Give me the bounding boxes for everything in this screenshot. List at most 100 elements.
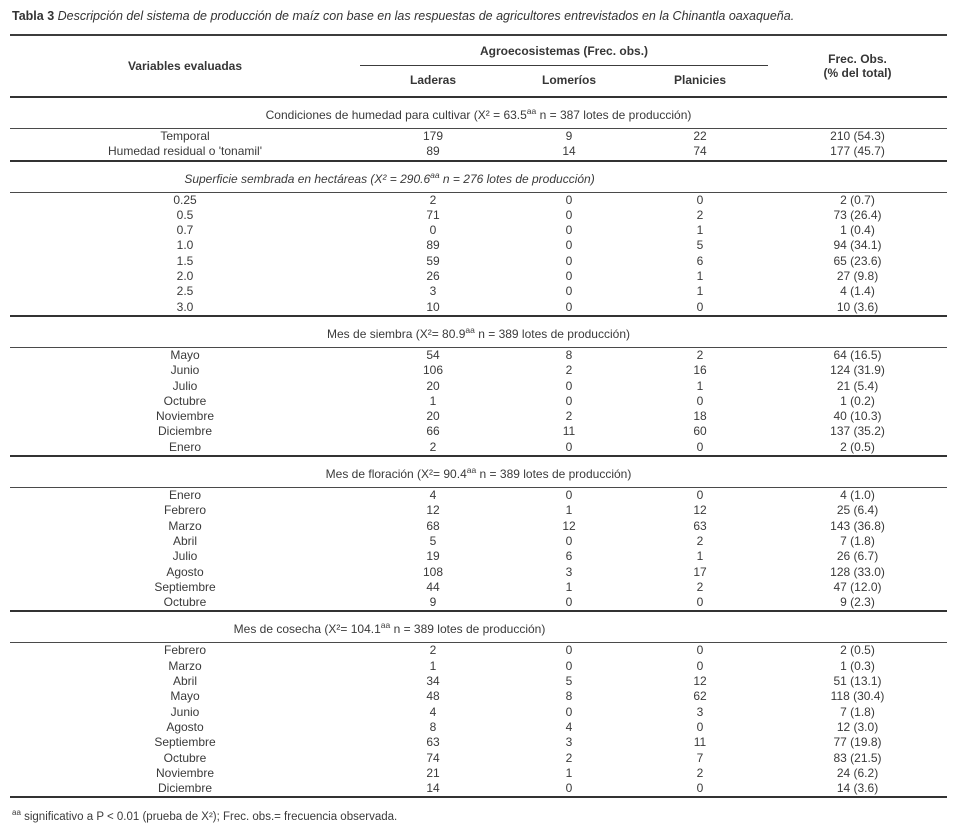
section-title-tail: n = 389 lotes de producción)	[474, 326, 630, 341]
cell-total: 77 (19.8)	[833, 735, 882, 750]
cell-variable: Julio	[172, 549, 198, 564]
section-title-tail: n = 387 lotes de producción)	[536, 108, 692, 122]
cell-planicies: 12	[693, 674, 707, 689]
table-header: Variables evaluadas Agroecosistemas (Fre…	[10, 35, 948, 98]
cell-variable: Mayo	[170, 347, 200, 362]
table-row: Mayo 48 8 62 118 (30.4)	[10, 689, 947, 704]
cell-variable: Diciembre	[10, 781, 360, 799]
cell-variable: Junio	[170, 704, 200, 719]
table-row: Temporal 179 9 22 210 (54.3)	[10, 129, 947, 145]
cell-laderas: 44	[426, 579, 440, 594]
cell-total: 14 (3.6)	[768, 781, 948, 799]
cell-laderas: 4	[429, 704, 437, 719]
footnote-text: significativo a P < 0.01 (prueba de X²);…	[20, 811, 398, 824]
cell-lomerios: 12	[562, 518, 576, 533]
cell-lomerios: 2	[565, 750, 573, 765]
caption-label: Tabla 3	[12, 9, 55, 23]
cell-planicies: 2	[696, 765, 704, 780]
cell-total: 7 (1.8)	[840, 704, 875, 719]
cell-total: 47 (12.0)	[833, 579, 882, 594]
cell-laderas: 48	[426, 689, 440, 704]
chi-significance-superscript: aa	[526, 106, 537, 116]
cell-planicies: 60	[693, 424, 707, 439]
cell-variable: Octubre	[163, 750, 207, 765]
cell-variable: Septiembre	[154, 579, 216, 594]
cell-planicies: 6	[696, 253, 704, 268]
cell-lomerios: 0	[506, 781, 632, 799]
cell-planicies: 17	[693, 564, 707, 579]
cell-planicies: 7	[696, 750, 704, 765]
cell-laderas: 66	[426, 424, 440, 439]
section-title-row: Mes de floración (X²= 90.4aa n = 389 lot…	[10, 456, 948, 489]
cell-lomerios: 0	[565, 207, 573, 222]
cell-lomerios: 9	[565, 129, 573, 143]
col-header-laderas: Laderas	[360, 65, 506, 98]
cell-total: 118 (30.4)	[830, 689, 885, 704]
section-title-text: Mes de floración (X²= 90.4	[325, 467, 467, 482]
cell-lomerios: 1	[565, 579, 573, 594]
chi-significance-superscript: aa	[380, 620, 391, 631]
cell-planicies: 12	[693, 503, 707, 518]
cell-planicies: 0	[696, 488, 704, 503]
cell-total: 1 (0.3)	[840, 658, 875, 673]
section-title-tail: n = 389 lotes de producción)	[390, 622, 546, 637]
cell-variable: 2.5	[176, 284, 194, 299]
cell-planicies: 0	[696, 192, 704, 207]
cell-planicies: 0	[696, 643, 704, 658]
cell-variable: Marzo	[168, 518, 202, 533]
col-header-frec-obs: Frec. Obs. (% del total)	[768, 35, 948, 98]
cell-variable: 0.7	[176, 223, 194, 238]
cell-laderas: 4	[429, 488, 437, 503]
cell-laderas: 2	[429, 192, 437, 207]
footnote-superscript: aa	[12, 808, 21, 818]
table-row: Abril 5 0 2 7 (1.8)	[10, 534, 947, 549]
cell-planicies: 62	[693, 689, 707, 704]
section-title-text: Mes de siembra (X²= 80.9	[327, 326, 466, 341]
table-row: Febrero 2 0 0 2 (0.5)	[10, 643, 947, 659]
cell-planicies: 63	[693, 518, 707, 533]
cell-lomerios: 0	[565, 643, 573, 658]
cell-laderas: 19	[426, 549, 440, 564]
cell-variable: Abril	[172, 533, 197, 548]
section-title-1: Condiciones de humedad para cultivar (X²…	[10, 97, 948, 129]
table-row: Mayo 54 8 2 64 (16.5)	[10, 347, 947, 363]
cell-total: 177 (45.7)	[768, 144, 948, 162]
cell-laderas: 3	[429, 284, 437, 299]
cell-lomerios: 1	[565, 503, 573, 518]
cell-planicies: 1	[696, 269, 704, 284]
cell-lomerios: 14	[506, 144, 632, 162]
cell-total: 21 (5.4)	[836, 378, 879, 393]
cell-variable: Enero	[10, 439, 360, 458]
section-title-4: Mes de floración (X²= 90.4aa n = 389 lot…	[10, 456, 948, 489]
table-row: Noviembre 21 1 2 24 (6.2)	[10, 766, 947, 781]
section-title-row: Mes de siembra (X²= 80.9aa n = 389 lotes…	[10, 315, 948, 348]
cell-variable: Abril	[172, 674, 197, 689]
cell-planicies: 74	[632, 144, 769, 162]
table-caption: Tabla 3 Descripción del sistema de produ…	[12, 9, 946, 24]
table-row: 2.5 3 0 1 4 (1.4)	[10, 284, 947, 299]
cell-laderas: 20	[426, 409, 440, 424]
cell-total: 94 (34.1)	[833, 238, 882, 253]
cell-laderas: 68	[426, 518, 440, 533]
section-title-text: Mes de cosecha (X²= 104.1	[233, 622, 381, 637]
cell-laderas: 21	[426, 765, 440, 780]
cell-total: 40 (10.3)	[833, 409, 882, 424]
table-row: Julio 20 0 1 21 (5.4)	[10, 379, 947, 394]
table-row: Octubre 1 0 0 1 (0.2)	[10, 394, 947, 409]
cell-total: 2 (0.5)	[840, 643, 875, 658]
table-row: Octubre 74 2 7 83 (21.5)	[10, 751, 947, 766]
section-title-text: Superficie sembrada en hectáreas (X² = 2…	[184, 171, 431, 186]
cell-lomerios: 8	[565, 347, 573, 362]
section-title-2: Superficie sembrada en hectáreas (X² = 2…	[10, 160, 948, 193]
cell-total: 9 (2.3)	[768, 595, 948, 613]
section-title-row: Superficie sembrada en hectáreas (X² = 2…	[10, 160, 948, 193]
caption-text: Descripción del sistema de producción de…	[57, 9, 795, 23]
cell-laderas: 26	[426, 269, 440, 284]
cell-total: 7 (1.8)	[840, 533, 875, 548]
cell-lomerios: 0	[565, 223, 573, 238]
cell-planicies: 3	[696, 704, 704, 719]
table-row: 1.5 59 0 6 65 (23.6)	[10, 254, 947, 269]
table-row: Julio 19 6 1 26 (6.7)	[10, 549, 947, 564]
cell-variable: Septiembre	[154, 735, 216, 750]
table-row: Noviembre 20 2 18 40 (10.3)	[10, 409, 947, 424]
